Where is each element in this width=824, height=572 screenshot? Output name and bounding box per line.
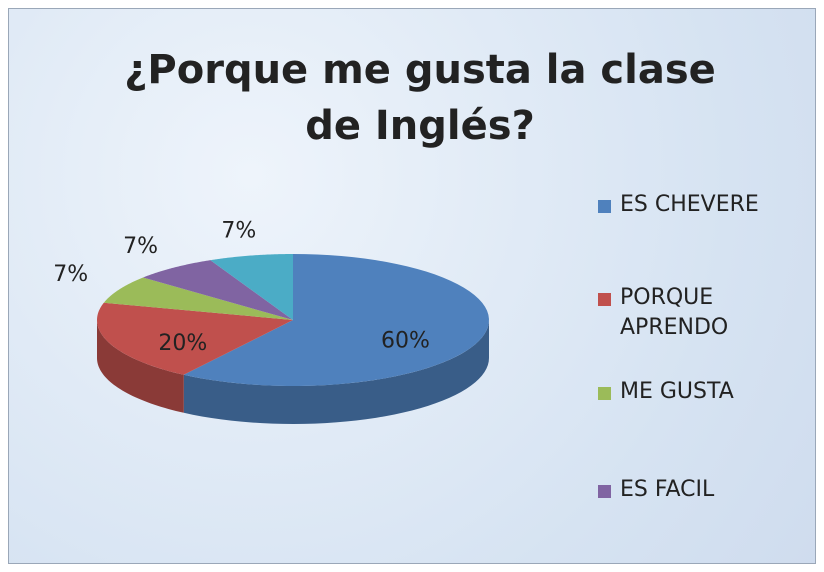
pie-slice — [97, 302, 294, 375]
legend-label: ES FACIL — [620, 477, 715, 502]
legend-entry: ME GUSTA — [598, 377, 810, 407]
pie-side — [183, 320, 489, 424]
legend-swatch — [598, 485, 611, 498]
pie-slice — [183, 254, 489, 386]
legend-label: PORQUE APRENDO — [620, 285, 729, 340]
legend-swatch — [598, 200, 611, 213]
legend-swatch — [598, 387, 611, 400]
legend-label: ME GUSTA — [620, 379, 734, 404]
data-label: 7% — [123, 234, 158, 259]
legend-label: ES CHEVERE — [620, 192, 759, 217]
legend-entry: ES FACIL — [598, 475, 810, 505]
pie-side — [97, 320, 184, 413]
pie-slice — [103, 277, 293, 320]
pie-slice — [210, 254, 293, 320]
legend-swatch — [598, 293, 611, 306]
data-label: 7% — [221, 219, 256, 244]
chart-title: ¿Porque me gusta la clase de Inglés? — [124, 47, 716, 149]
data-label: 7% — [53, 262, 88, 287]
legend-entry: PORQUE APRENDO — [598, 283, 810, 343]
data-label: 20% — [158, 331, 207, 356]
data-label: 60% — [381, 329, 430, 354]
legend-entry: ES CHEVERE — [598, 190, 810, 220]
pie-slice — [143, 260, 293, 320]
